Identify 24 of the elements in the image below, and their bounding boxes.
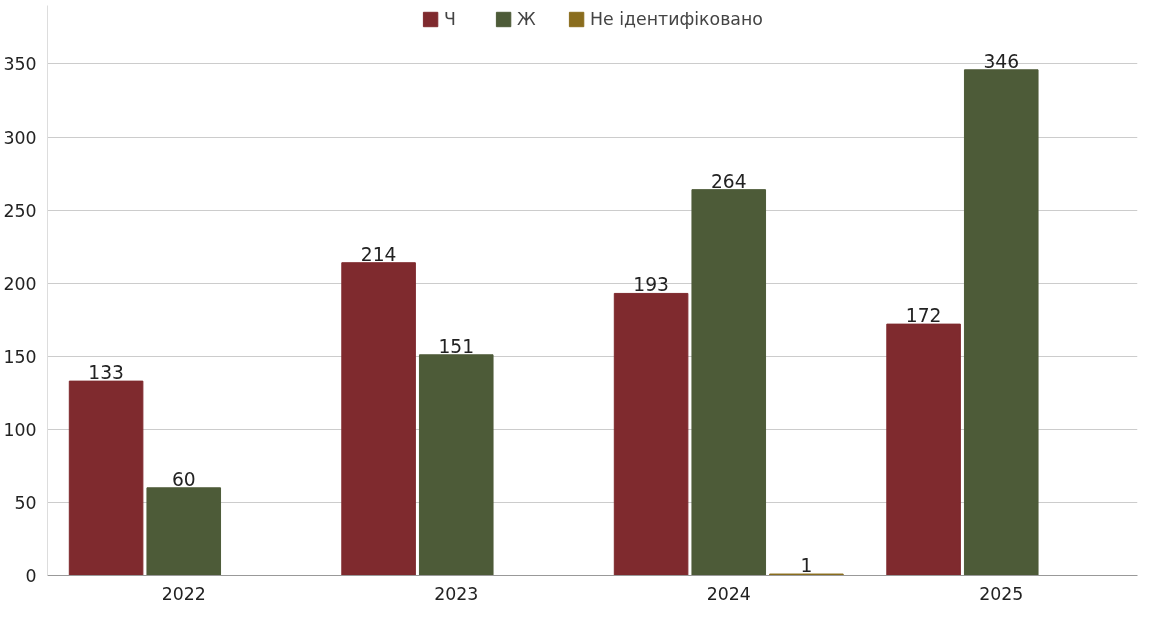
y-tick-label: 50 [14, 492, 37, 513]
y-tick-label: 350 [3, 54, 37, 75]
data-label: 214 [360, 243, 397, 265]
x-tick-label: 2024 [706, 583, 751, 604]
x-tick-label: 2025 [979, 583, 1024, 604]
data-label: 60 [171, 468, 196, 490]
data-label: 264 [710, 170, 747, 192]
data-label: 1 [800, 555, 813, 577]
data-label: 172 [905, 305, 942, 327]
y-tick-label: 250 [3, 200, 37, 221]
y-tick-label: 100 [3, 419, 37, 440]
x-tick-label: 2022 [161, 583, 206, 604]
data-label: 193 [633, 274, 669, 296]
legend-label: Ч [444, 9, 457, 29]
y-tick-label: 200 [3, 273, 37, 294]
x-tick-label: 2023 [434, 583, 479, 604]
data-label: 346 [983, 50, 1020, 72]
data-label: 151 [438, 335, 475, 357]
y-tick-label: 300 [3, 127, 37, 148]
legend-label: Не ідентифіковано [590, 9, 763, 29]
y-tick-label: 0 [25, 566, 37, 586]
legend-label: Ж [517, 9, 537, 29]
data-label: 133 [88, 362, 124, 384]
y-tick-label: 150 [3, 346, 37, 367]
